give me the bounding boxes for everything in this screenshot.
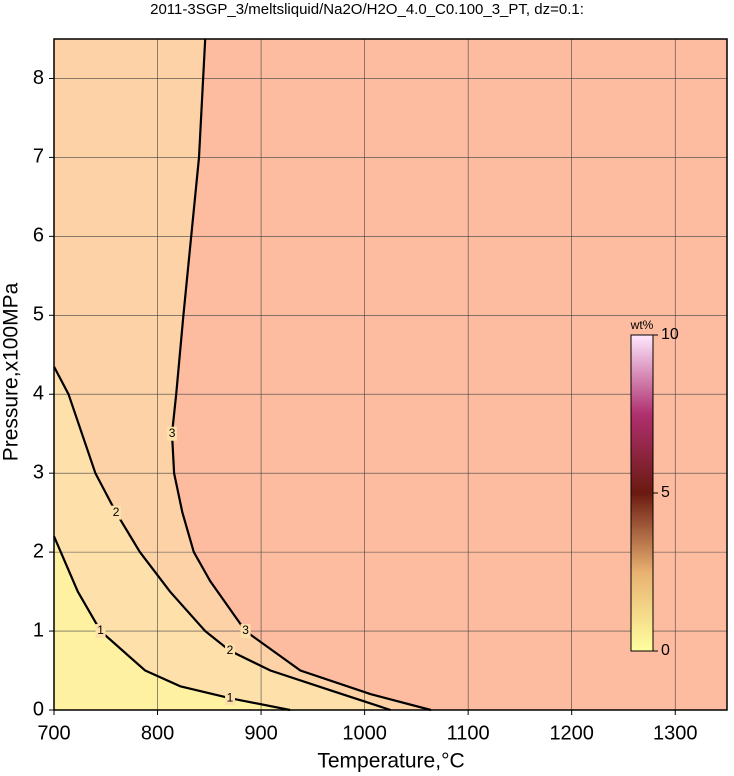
contour-label: 2: [227, 643, 234, 657]
contour-fill: [54, 39, 431, 710]
y-tick-label: 8: [33, 67, 44, 89]
y-tick-label: 2: [33, 540, 44, 562]
contour-label-bg: [111, 505, 122, 520]
contour-line: [170, 38, 432, 712]
x-tick-label: 1100: [447, 722, 490, 744]
colorbar-tick-label: 5: [661, 484, 670, 501]
colorbar-tick-label: 10: [661, 326, 679, 343]
contour-label-bg: [167, 426, 178, 441]
x-tick-label: 1200: [549, 722, 594, 744]
contour-fill: [54, 366, 391, 710]
chart-title: 2011-3SGP_3/meltsliquid/Na2O/H2O_4.0_C0.…: [150, 1, 584, 18]
contour-fill: [54, 536, 291, 710]
y-tick-label: 7: [33, 146, 44, 168]
x-tick-label: 1000: [342, 722, 387, 744]
contour-label: 3: [169, 426, 176, 440]
y-tick-label: 1: [33, 619, 44, 641]
y-tick-label: 3: [33, 461, 44, 483]
x-tick-label: 800: [141, 722, 174, 744]
x-tick-label: 1300: [653, 722, 698, 744]
contour-label-bg: [225, 643, 236, 658]
x-tick-label: 700: [37, 722, 70, 744]
x-axis-label: Temperature,°C: [317, 750, 464, 773]
colorbar-tick-label: 0: [661, 642, 670, 659]
y-axis-label: Pressure,x100MPa: [0, 282, 23, 461]
contour-label: 1: [97, 623, 104, 637]
contour-label: 2: [113, 505, 120, 519]
contour-label-bg: [95, 624, 106, 639]
plot-frame: [53, 38, 728, 711]
colorbar: [630, 334, 654, 652]
contour-label: 3: [242, 623, 249, 637]
contour-label: 1: [227, 690, 234, 704]
y-tick-label: 4: [33, 383, 44, 405]
contour-label-bg: [240, 624, 251, 639]
y-tick-label: 5: [33, 304, 44, 326]
y-tick-label: 6: [33, 225, 44, 247]
contour-line: [53, 366, 391, 712]
colorbar-label: wt%: [630, 318, 654, 332]
y-tick-label: 0: [33, 698, 44, 720]
contour-label-bg: [225, 691, 236, 706]
x-tick-label: 900: [244, 722, 277, 744]
